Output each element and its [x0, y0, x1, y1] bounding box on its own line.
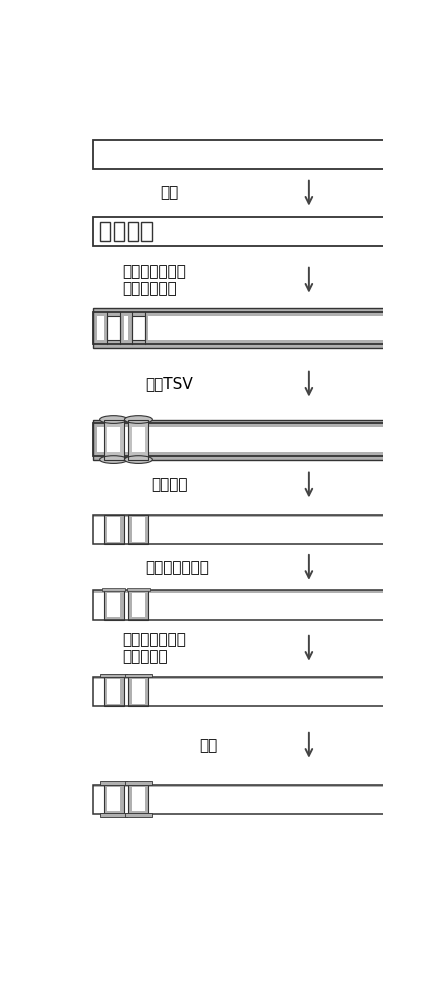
Bar — [104, 590, 124, 620]
Bar — [94, 140, 388, 169]
Bar — [128, 590, 148, 620]
Bar — [94, 540, 388, 542]
Text: 溅射制作表面电
路层及焊盘: 溅射制作表面电 路层及焊盘 — [122, 632, 186, 664]
Bar — [108, 787, 120, 811]
Bar — [94, 785, 388, 787]
Text: 光刻制作掩膜层: 光刻制作掩膜层 — [145, 560, 209, 575]
Bar — [93, 420, 389, 460]
Ellipse shape — [125, 416, 152, 423]
Bar — [94, 785, 388, 814]
Bar — [132, 679, 145, 704]
Bar — [97, 316, 384, 340]
Bar — [94, 809, 388, 811]
Ellipse shape — [99, 416, 128, 423]
Bar — [128, 515, 148, 544]
Ellipse shape — [125, 456, 152, 463]
Ellipse shape — [99, 456, 128, 463]
Bar — [132, 517, 145, 542]
Text: 剥离: 剥离 — [199, 738, 217, 753]
Bar — [128, 677, 148, 706]
Bar — [94, 515, 388, 517]
Bar — [104, 420, 124, 460]
Bar — [132, 427, 145, 452]
Bar — [142, 222, 152, 241]
Bar — [125, 674, 152, 677]
Bar — [94, 679, 388, 704]
Bar — [104, 308, 124, 348]
Bar — [99, 222, 110, 241]
Bar — [94, 701, 388, 704]
Bar — [93, 420, 389, 460]
Bar — [128, 420, 148, 460]
Bar — [128, 222, 138, 241]
Bar — [128, 515, 148, 544]
Bar — [132, 787, 145, 811]
Bar — [108, 517, 120, 542]
Bar — [94, 677, 388, 706]
Bar — [94, 515, 388, 544]
Bar — [113, 222, 124, 241]
Text: 打孔: 打孔 — [160, 186, 178, 201]
Bar — [94, 787, 388, 811]
Bar — [104, 785, 124, 814]
Bar — [97, 427, 384, 452]
Bar — [104, 785, 124, 814]
Bar — [94, 423, 388, 456]
Text: 双面抛光: 双面抛光 — [151, 477, 187, 492]
Bar — [104, 677, 124, 706]
Bar — [104, 590, 124, 620]
Bar — [132, 593, 145, 617]
Bar — [93, 308, 389, 348]
Bar — [94, 615, 388, 617]
Bar — [108, 427, 120, 452]
Bar — [132, 316, 145, 340]
Bar — [108, 593, 120, 617]
Bar — [100, 813, 127, 817]
Bar — [108, 679, 120, 704]
Text: 制作绝缘层、阻
挡层、种子层: 制作绝缘层、阻 挡层、种子层 — [122, 264, 186, 296]
Bar — [94, 312, 388, 344]
Bar — [125, 813, 152, 817]
Bar — [100, 674, 127, 677]
Bar — [100, 781, 127, 785]
Bar — [94, 217, 388, 246]
Bar — [108, 316, 120, 340]
Bar — [128, 308, 148, 348]
Bar — [94, 517, 388, 542]
Bar — [128, 785, 148, 814]
Bar — [128, 590, 148, 620]
Bar — [127, 588, 150, 591]
Bar — [102, 588, 125, 591]
Bar — [93, 308, 389, 348]
Bar — [94, 593, 388, 617]
Text: 电镀TSV: 电镀TSV — [145, 377, 193, 392]
Bar — [104, 515, 124, 544]
Bar — [128, 785, 148, 814]
Bar — [128, 420, 148, 460]
Bar — [104, 515, 124, 544]
Bar — [128, 677, 148, 706]
Bar — [104, 677, 124, 706]
Bar — [104, 420, 124, 460]
Bar — [125, 781, 152, 785]
Bar — [94, 590, 388, 593]
Bar — [94, 677, 388, 679]
Bar — [94, 590, 388, 620]
